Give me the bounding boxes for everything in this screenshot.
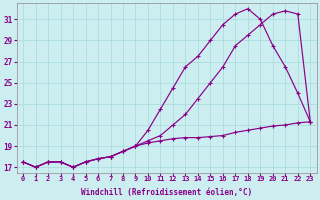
X-axis label: Windchill (Refroidissement éolien,°C): Windchill (Refroidissement éolien,°C) — [81, 188, 252, 197]
